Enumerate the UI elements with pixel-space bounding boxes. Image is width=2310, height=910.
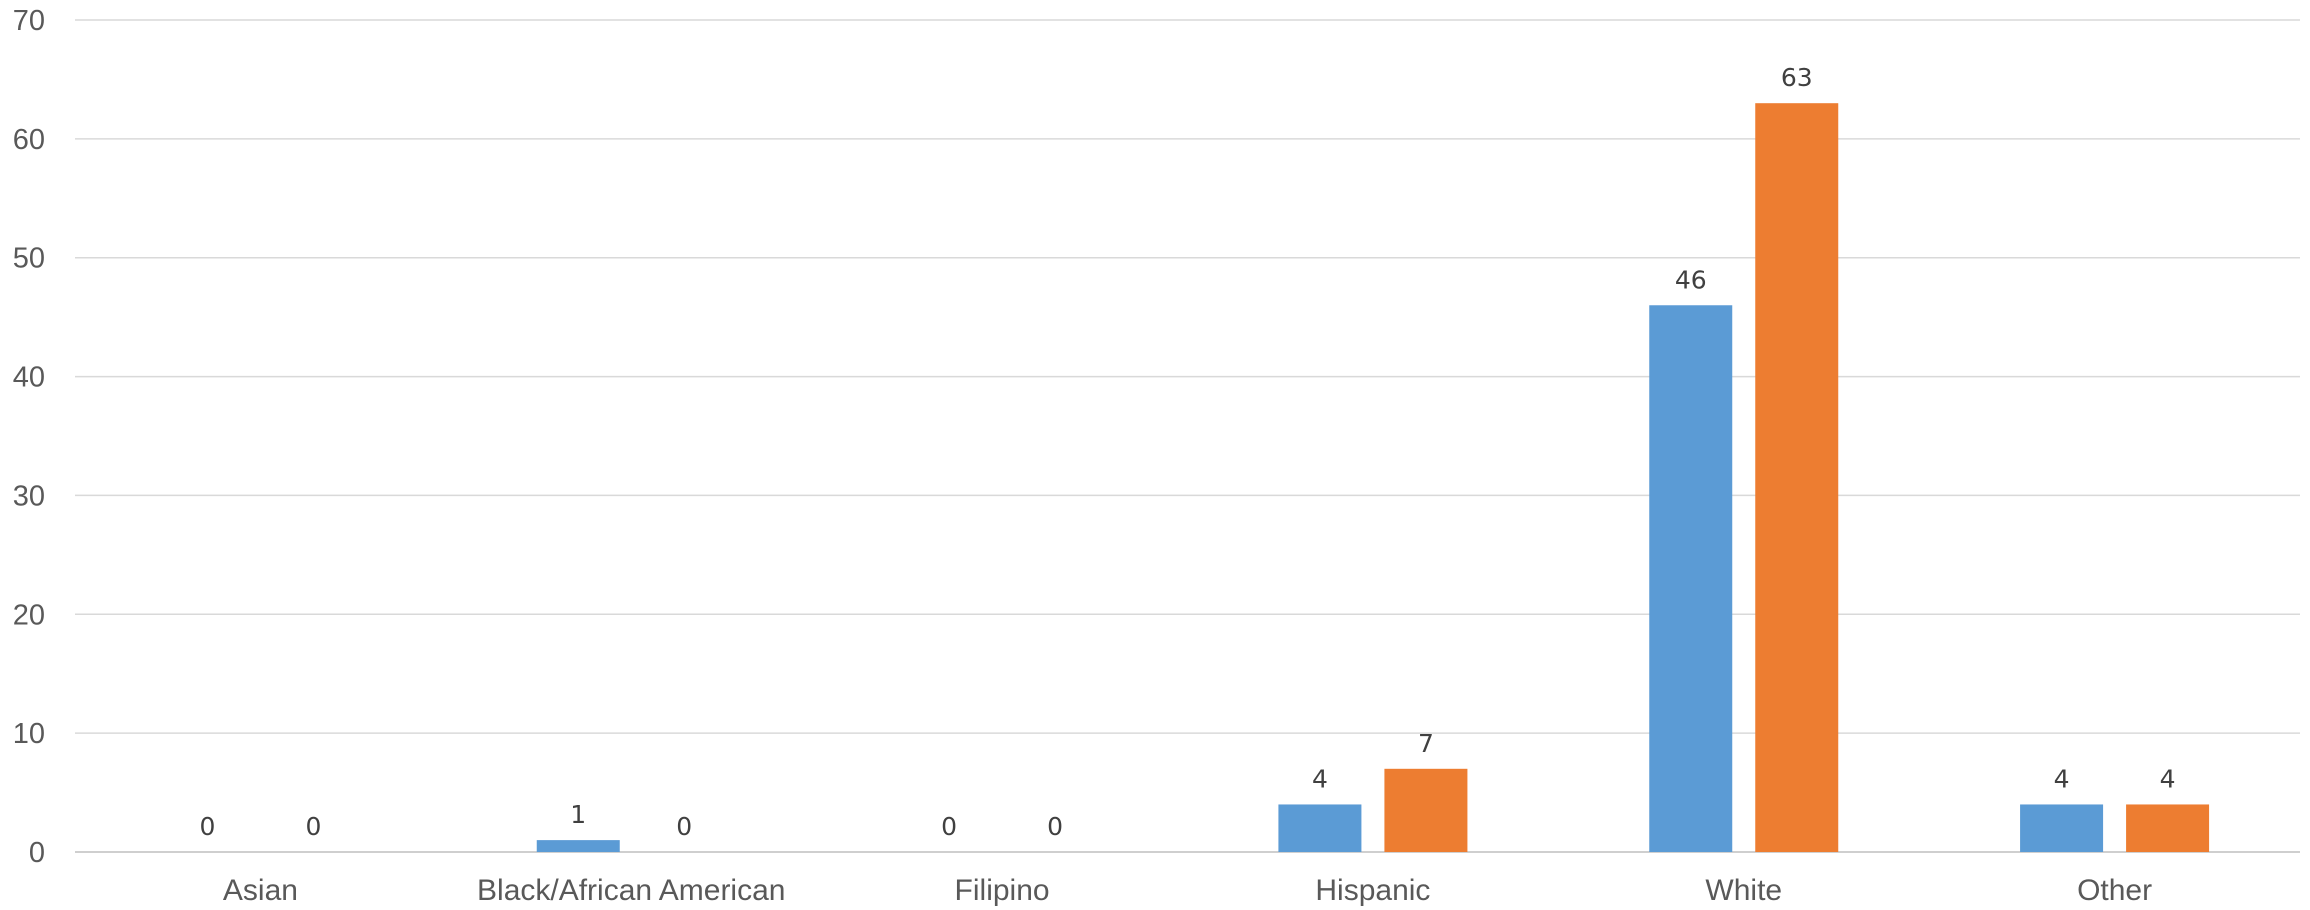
x-axis-categories: Asian Black/African American Filipino Hispa… (223, 874, 2152, 907)
x-category-label: Filipino (955, 874, 1050, 907)
data-label: 0 (1047, 812, 1063, 841)
data-labels: 0 0 1 0 0 0 4 7 46 63 4 4 (199, 63, 2175, 841)
data-label: 46 (1675, 265, 1707, 294)
bar (2020, 804, 2104, 852)
data-label: 0 (676, 812, 692, 841)
bar (2126, 804, 2210, 852)
y-tick-label: 0 (29, 837, 45, 869)
bar (1755, 103, 1839, 852)
bars (536, 103, 2210, 852)
y-tick-label: 70 (13, 5, 45, 37)
x-category-label: Black/African American (477, 874, 785, 907)
data-label: 4 (2160, 764, 2176, 793)
bar (1649, 305, 1733, 852)
y-tick-label: 60 (13, 124, 45, 156)
data-label: 4 (2054, 764, 2070, 793)
x-category-label: White (1705, 874, 1782, 907)
data-label: 1 (570, 800, 586, 829)
y-tick-label: 20 (13, 599, 45, 631)
y-tick-label: 10 (13, 718, 45, 750)
data-label: 7 (1418, 729, 1434, 758)
gridlines (75, 19, 2300, 853)
bar (1384, 768, 1468, 852)
x-category-label: Asian (223, 874, 298, 907)
bar (1278, 804, 1362, 852)
data-label: 0 (305, 812, 321, 841)
y-tick-label: 40 (13, 362, 45, 394)
bar (536, 840, 620, 852)
data-label: 4 (1312, 764, 1328, 793)
y-axis-ticks: 0 10 20 30 40 50 60 70 (13, 5, 45, 869)
x-category-label: Hispanic (1315, 874, 1430, 907)
data-label: 63 (1781, 63, 1813, 92)
y-tick-label: 50 (13, 243, 45, 275)
x-category-label: Other (2077, 874, 2152, 907)
data-label: 0 (941, 812, 957, 841)
y-tick-label: 30 (13, 480, 45, 512)
data-label: 0 (199, 812, 215, 841)
